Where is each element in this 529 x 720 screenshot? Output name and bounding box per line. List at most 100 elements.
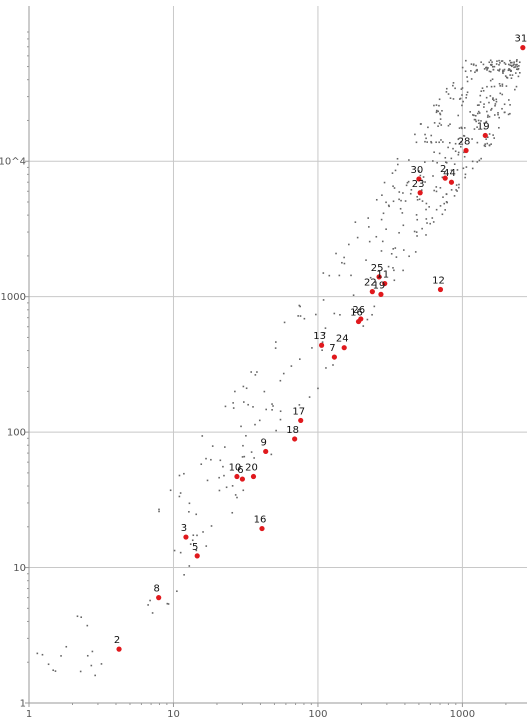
- y-tick-label: 10: [13, 563, 26, 574]
- background-point: [433, 151, 435, 154]
- background-point: [463, 155, 466, 158]
- point-label: 13: [313, 331, 326, 342]
- background-point: [438, 122, 441, 125]
- background-point: [507, 113, 510, 116]
- background-point: [438, 98, 441, 101]
- background-point: [464, 176, 466, 179]
- background-point: [405, 184, 408, 187]
- background-point: [368, 226, 370, 228]
- background-point: [421, 179, 423, 182]
- background-point: [482, 89, 485, 92]
- background-point: [242, 385, 245, 388]
- background-point: [250, 371, 252, 373]
- background-point: [513, 66, 515, 69]
- point-label: 16: [350, 308, 363, 319]
- background-point: [509, 61, 512, 64]
- axes: 1 10 100 1000 1 10 100 1000 10^4: [0, 6, 527, 720]
- background-point: [453, 163, 456, 165]
- background-point: [419, 174, 422, 177]
- background-point: [392, 248, 395, 250]
- background-point: [483, 127, 486, 130]
- background-point: [299, 358, 301, 360]
- background-point: [401, 212, 404, 214]
- background-point: [512, 64, 515, 66]
- background-point: [254, 423, 256, 426]
- background-point: [315, 313, 317, 316]
- background-point: [518, 65, 520, 67]
- highlighted-point: [298, 417, 304, 424]
- background-point: [485, 66, 487, 69]
- background-point: [402, 192, 404, 194]
- point-label: 22: [364, 278, 377, 289]
- background-point: [333, 312, 336, 315]
- background-point: [452, 82, 455, 84]
- background-point: [488, 61, 491, 64]
- background-point: [420, 123, 422, 125]
- background-point: [499, 92, 502, 95]
- background-point: [458, 98, 461, 100]
- highlighted-point: [183, 534, 189, 540]
- background-point: [492, 98, 494, 101]
- background-point: [485, 120, 488, 123]
- background-point: [498, 82, 501, 85]
- background-point: [478, 159, 481, 162]
- background-point: [450, 189, 453, 191]
- background-point: [243, 401, 245, 403]
- x-tick-label: 1: [26, 709, 32, 720]
- background-point: [343, 262, 346, 265]
- background-point: [450, 169, 453, 172]
- background-point: [394, 247, 397, 249]
- background-point: [416, 235, 418, 237]
- background-point: [488, 144, 491, 147]
- background-point: [406, 181, 409, 184]
- background-point: [501, 93, 504, 96]
- background-point: [435, 190, 438, 193]
- background-point: [429, 222, 432, 225]
- background-point: [473, 128, 476, 130]
- background-point: [424, 181, 426, 183]
- background-point: [472, 63, 475, 66]
- background-point: [484, 143, 486, 145]
- background-point: [218, 476, 220, 479]
- background-point: [299, 315, 302, 317]
- background-point: [502, 72, 504, 74]
- background-point: [510, 65, 513, 68]
- background-point: [474, 114, 477, 117]
- background-point: [508, 99, 510, 101]
- background-point: [493, 137, 496, 139]
- background-point: [311, 347, 313, 349]
- point-label: 31: [514, 34, 527, 45]
- background-point: [511, 61, 513, 64]
- background-point: [247, 403, 249, 406]
- background-point: [396, 163, 399, 166]
- background-point: [514, 72, 517, 74]
- background-point: [445, 91, 448, 93]
- background-point: [392, 267, 394, 269]
- point-label: 2: [114, 635, 120, 646]
- background-point: [86, 624, 89, 627]
- background-point: [375, 198, 378, 201]
- background-point: [387, 204, 390, 207]
- background-point: [274, 347, 277, 349]
- background-point: [425, 218, 428, 220]
- background-point: [439, 112, 441, 115]
- background-point: [271, 403, 273, 405]
- background-point: [380, 250, 383, 252]
- background-point: [196, 534, 198, 537]
- background-point: [179, 492, 182, 494]
- background-point: [443, 202, 446, 205]
- background-point: [517, 75, 520, 78]
- background-point: [416, 218, 419, 221]
- background-point: [477, 119, 480, 122]
- background-point: [503, 111, 506, 114]
- background-point: [458, 127, 461, 129]
- background-point: [147, 604, 149, 606]
- background-point: [398, 191, 401, 193]
- background-point: [47, 663, 50, 666]
- point-label: 28: [458, 137, 471, 148]
- background-point: [206, 479, 209, 482]
- background-point: [489, 95, 492, 97]
- background-points: [36, 59, 521, 677]
- background-point: [470, 78, 473, 80]
- background-point: [435, 208, 438, 211]
